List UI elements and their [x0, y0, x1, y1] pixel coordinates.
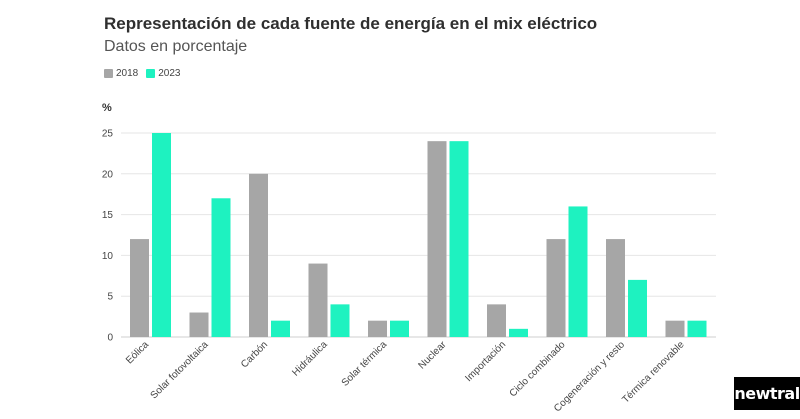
x-tick-label: Nuclear: [416, 339, 449, 372]
bar-2018: [665, 320, 685, 337]
bar-2018: [368, 320, 387, 337]
x-tick-label: Carbón: [239, 339, 270, 370]
bar-2023: [271, 320, 290, 337]
x-tick-label: Térmica renovable: [620, 339, 687, 406]
grid-lines: [121, 132, 716, 338]
y-tick-label: 25: [102, 129, 114, 140]
legend-swatch-2018: [104, 69, 113, 78]
y-axis-unit: %: [102, 102, 112, 114]
y-axis-ticks: 0 5 10 15 20 25: [102, 129, 114, 344]
y-tick-label: 10: [102, 251, 114, 262]
bar-2023: [449, 141, 469, 337]
legend: 2018 2023: [104, 68, 181, 79]
bar-2023: [152, 133, 171, 337]
legend-item-2018: 2018: [104, 68, 138, 79]
bar-2018: [546, 239, 566, 337]
bar-2018: [130, 239, 149, 337]
y-tick-label: 0: [107, 333, 113, 344]
y-tick-label: 20: [102, 169, 114, 180]
bar-2023: [687, 320, 707, 337]
newtral-logo: newtral: [734, 377, 800, 410]
bar-2018: [606, 239, 625, 337]
y-tick-label: 5: [107, 292, 113, 303]
bar-2023: [568, 206, 588, 337]
x-tick-label: Hidráulica: [290, 339, 330, 379]
bar-2018: [427, 141, 447, 337]
bar-2023: [628, 279, 647, 337]
x-tick-label: Ciclo combinado: [508, 339, 568, 399]
bar-2023: [211, 198, 231, 337]
y-tick-label: 15: [102, 210, 114, 221]
chart-title: Representación de cada fuente de energía…: [104, 14, 598, 33]
bar-2023: [390, 320, 409, 337]
bar-2018: [308, 263, 328, 337]
legend-label-2023: 2023: [158, 68, 181, 79]
bar-2023: [509, 328, 528, 337]
x-tick-label: Solar fotovoltaica: [149, 339, 211, 401]
bar-2018: [487, 304, 506, 337]
legend-swatch-2023: [146, 69, 156, 78]
bar-2023: [330, 304, 350, 337]
bars: [130, 133, 707, 337]
bar-2018: [249, 173, 268, 337]
x-tick-label: Solar térmica: [340, 339, 390, 389]
bar-2018: [189, 312, 209, 337]
legend-item-2023: 2023: [146, 68, 181, 79]
chart-subtitle: Datos en porcentaje: [104, 38, 248, 55]
x-tick-label: Importación: [463, 339, 508, 384]
x-tick-label: Eólica: [124, 339, 151, 366]
legend-label-2018: 2018: [116, 68, 139, 79]
